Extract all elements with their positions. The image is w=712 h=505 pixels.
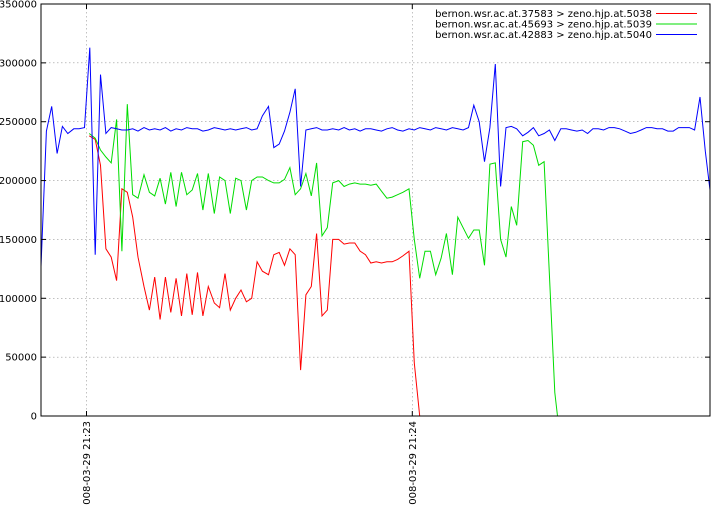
plot-frame xyxy=(40,3,711,417)
legend-label-2: bernon.wsr.ac.at.45693 > zeno.hjp.at.503… xyxy=(435,20,652,31)
y-tick-label: 250000 xyxy=(0,117,37,128)
axis-ticks xyxy=(41,3,710,417)
y-tick-label: 150000 xyxy=(0,235,37,246)
y-tick-label: 200000 xyxy=(0,176,37,187)
x-tick-label: 2008-03-29 21:24 xyxy=(408,421,419,505)
y-tick-label: 300000 xyxy=(0,58,37,69)
series-line-3 xyxy=(40,47,711,267)
legend-label-3: bernon.wsr.ac.at.42883 > zeno.hjp.at.504… xyxy=(435,30,652,41)
legend: bernon.wsr.ac.at.37583 > zeno.hjp.at.503… xyxy=(435,9,697,41)
grid xyxy=(41,4,710,416)
series-line-1 xyxy=(88,135,421,417)
y-tick-label: 100000 xyxy=(0,294,37,305)
plot-series xyxy=(40,47,711,417)
y-tick-label: 50000 xyxy=(5,353,37,364)
y-axis-tick-labels: 0 50000 100000 150000 200000 250000 300000 3500… xyxy=(0,0,37,423)
series-line-2 xyxy=(88,104,558,417)
x-tick-label: 2008-03-29 21:23 xyxy=(82,421,93,505)
y-tick-label: 350000 xyxy=(0,0,37,11)
y-tick-label: 0 xyxy=(31,412,37,423)
legend-label-1: bernon.wsr.ac.at.37583 > zeno.hjp.at.503… xyxy=(435,9,652,20)
x-axis-tick-labels: 2008-03-29 21:23 2008-03-29 21:24 xyxy=(82,421,419,505)
